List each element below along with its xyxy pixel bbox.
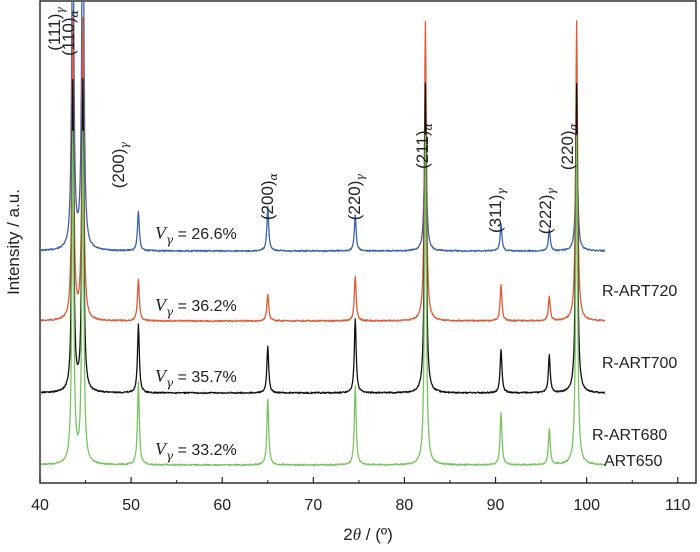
sample-label: R-ART700	[602, 355, 677, 372]
annotation-layer: R-ART720 R-ART700 R-ART680 ART650 Vγ = 26.6%…	[45, 7, 677, 470]
sample-label: ART650	[604, 453, 663, 470]
peak-label: (200)α	[258, 172, 280, 220]
y-axis-title: Intensity / a.u.	[4, 189, 23, 295]
x-tick-label: 40	[31, 497, 49, 514]
series-line-2	[41, 78, 606, 395]
x-tick-label: 80	[396, 497, 414, 514]
x-tick-label: 50	[122, 497, 140, 514]
sample-label: R-ART680	[592, 427, 667, 444]
vgamma-label: Vγ = 33.2%	[155, 439, 237, 463]
x-axis-title: 2θ / (º)	[343, 525, 393, 544]
peak-label: (111)γ	[45, 7, 67, 51]
x-axis: 40 50 60 70 80 90 100 110	[31, 477, 691, 514]
vgamma-label: Vγ = 35.7%	[155, 366, 237, 390]
peak-label: (211)α	[413, 122, 435, 168]
x-tick-label: 110	[665, 497, 691, 514]
peak-label: (220)γ	[345, 174, 367, 221]
series-line-1	[41, 16, 606, 323]
peak-label: (200)γ	[109, 142, 131, 189]
x-tick-label: 60	[213, 497, 231, 514]
x-tick-label: 100	[573, 497, 600, 514]
vgamma-label: Vγ = 36.2%	[155, 295, 237, 319]
plot-frame	[39, 0, 697, 484]
x-tick-label: 70	[304, 497, 322, 514]
series-layer	[41, 2, 606, 467]
sample-label: R-ART720	[602, 283, 677, 300]
peak-label: (311)γ	[486, 188, 508, 233]
series-line-3	[41, 130, 606, 467]
peak-label: (222)γ	[536, 188, 558, 235]
series-line-0	[41, 2, 606, 253]
vgamma-label: Vγ = 26.6%	[155, 223, 237, 247]
peak-label: (110)α	[59, 9, 81, 55]
x-tick-label: 90	[487, 497, 505, 514]
peak-label: (220)α	[558, 122, 580, 170]
